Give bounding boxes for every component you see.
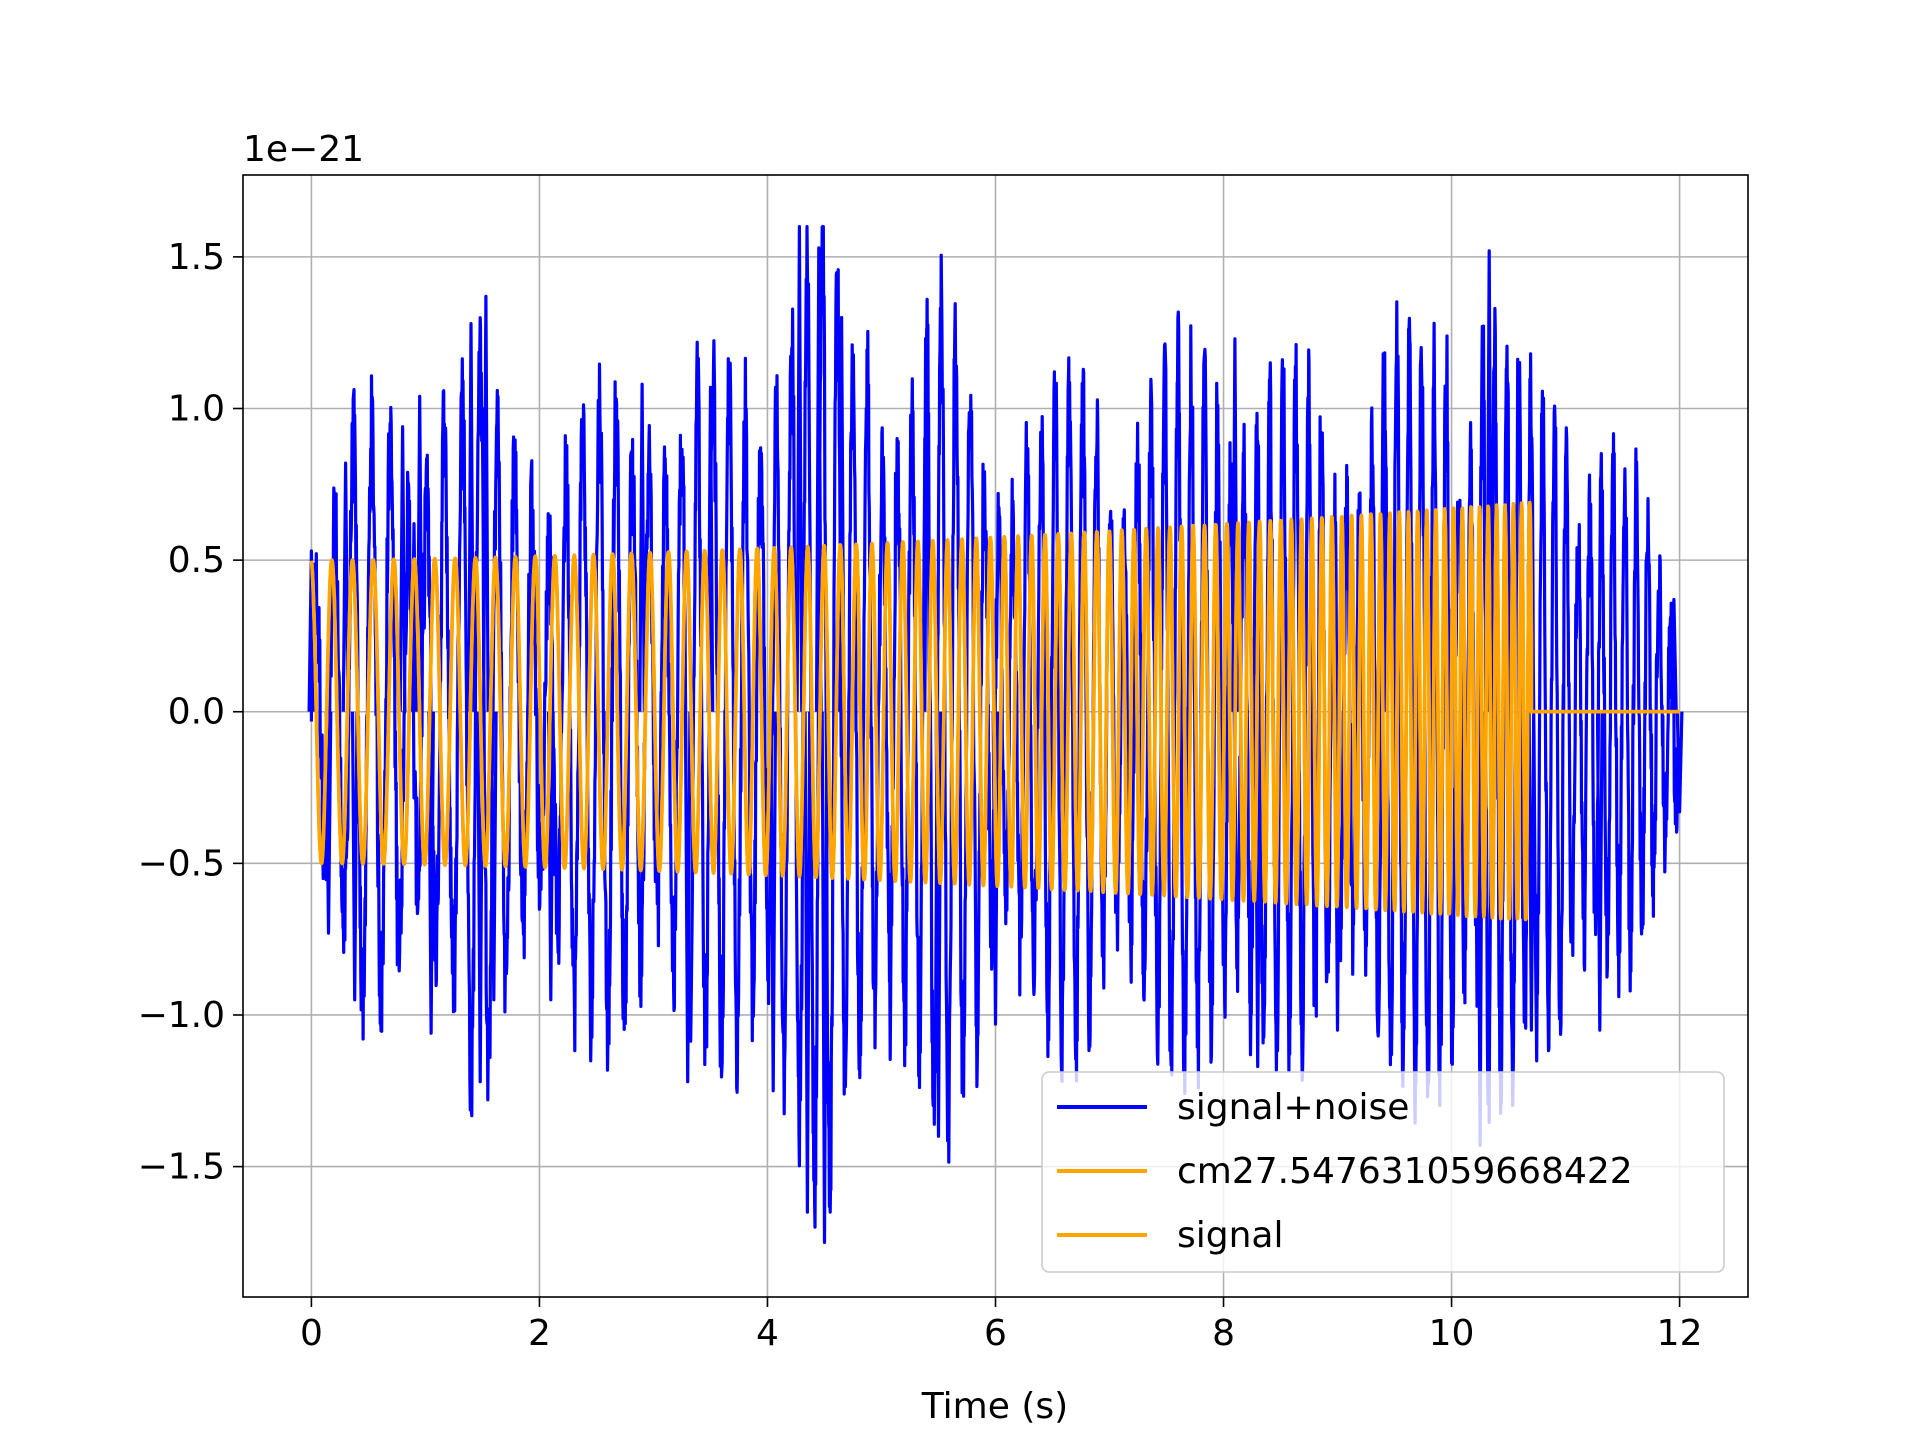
x-tick-label: 0 — [300, 1313, 323, 1354]
y-tick-label: 1.5 — [168, 237, 225, 278]
series-lines — [307, 225, 1684, 1244]
x-tick-label: 4 — [756, 1313, 779, 1354]
y-offset-label: 1e−21 — [243, 129, 364, 170]
x-axis-ticks: 0 2 4 6 8 10 12 — [300, 1297, 1703, 1354]
y-tick-label: 0.0 — [168, 692, 225, 733]
x-tick-label: 12 — [1657, 1313, 1703, 1354]
x-tick-label: 10 — [1429, 1313, 1475, 1354]
x-tick-label: 8 — [1212, 1313, 1235, 1354]
y-tick-label: 0.5 — [168, 540, 225, 581]
y-axis-ticks: 1.5 1.0 0.5 0.0 −0.5 −1.0 −1.5 — [138, 237, 243, 1188]
y-tick-label: 1.0 — [168, 388, 225, 429]
y-tick-label: −0.5 — [138, 843, 225, 884]
x-axis-label: Time (s) — [921, 1386, 1068, 1427]
x-tick-label: 2 — [528, 1313, 551, 1354]
legend-label-signal-noise: signal+noise — [1177, 1087, 1409, 1128]
series-line-signal — [309, 500, 1680, 922]
legend-frame — [1041, 1071, 1725, 1273]
x-tick-label: 6 — [984, 1313, 1007, 1354]
legend-label-signal: signal — [1177, 1215, 1284, 1256]
series-line-signal-noise — [307, 225, 1684, 1244]
y-tick-label: −1.0 — [138, 995, 225, 1036]
y-tick-label: −1.5 — [138, 1147, 225, 1188]
legend: signal+noise cm27.547631059668422 signal — [1041, 1071, 1725, 1273]
legend-label-cm: cm27.547631059668422 — [1177, 1151, 1633, 1192]
